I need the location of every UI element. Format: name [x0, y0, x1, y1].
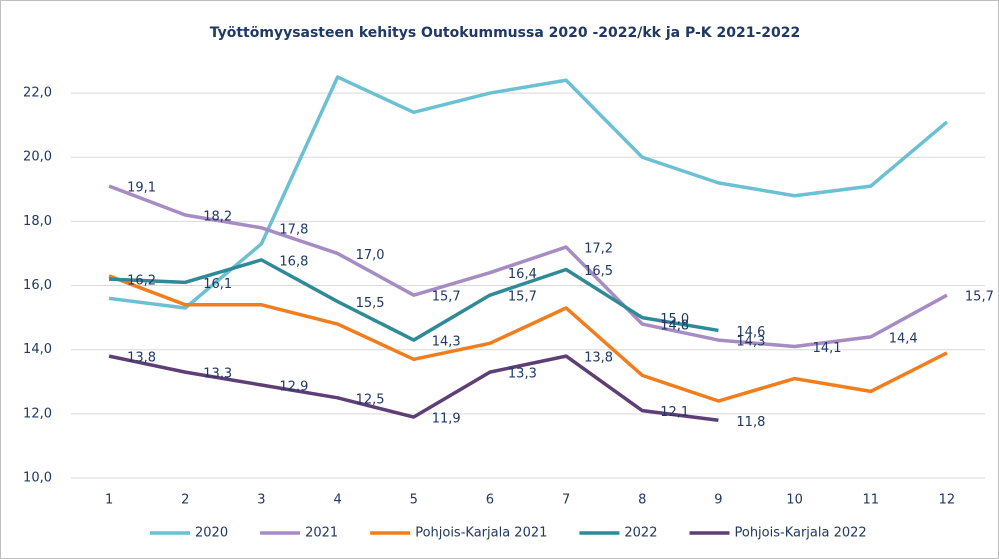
legend-label: 2021: [305, 526, 338, 541]
x-tick-label: 9: [714, 493, 722, 508]
x-tick-label: 6: [486, 493, 494, 508]
data-label: 17,8: [279, 222, 308, 237]
y-tick-label: 12,0: [23, 406, 52, 421]
data-label: 15,7: [508, 290, 537, 305]
legend-label: 2022: [624, 526, 657, 541]
data-label: 15,7: [965, 290, 994, 305]
data-label: 13,3: [508, 367, 537, 382]
data-label: 16,5: [584, 264, 613, 279]
x-tick-label: 5: [410, 493, 418, 508]
y-tick-label: 10,0: [23, 471, 52, 486]
data-label: 12,5: [356, 392, 385, 407]
series-line: [108, 274, 948, 403]
x-tick-label: 4: [333, 493, 341, 508]
data-label: 11,8: [736, 415, 765, 430]
chart-title: Työttömyysasteen kehitys Outokummussa 20…: [210, 25, 801, 41]
x-tick-label: 10: [786, 493, 803, 508]
data-label: 15,7: [432, 290, 461, 305]
data-label: 17,0: [356, 248, 385, 263]
data-label: 15,0: [660, 312, 689, 327]
y-tick-label: 14,0: [23, 342, 52, 357]
data-label: 16,1: [203, 277, 232, 292]
x-tick-label: 1: [105, 493, 113, 508]
data-label: 15,5: [356, 296, 385, 311]
data-label: 14,6: [736, 325, 765, 340]
data-label: 14,1: [813, 341, 842, 356]
data-label: 13,3: [203, 367, 232, 382]
data-label: 17,2: [584, 242, 613, 257]
series-line: [108, 184, 948, 349]
data-label: 14,3: [432, 335, 461, 350]
data-label: 13,8: [584, 351, 613, 366]
data-label: 16,4: [508, 267, 537, 282]
x-tick-label: 3: [257, 493, 265, 508]
data-label: 14,8: [660, 319, 689, 334]
y-tick-label: 22,0: [23, 86, 52, 101]
data-label: 14,4: [889, 331, 918, 346]
data-label: 18,2: [203, 209, 232, 224]
data-label: 13,8: [127, 351, 156, 366]
y-tick-label: 20,0: [23, 150, 52, 165]
y-tick-label: 16,0: [23, 278, 52, 293]
data-label: 12,1: [660, 405, 689, 420]
series-line: [108, 75, 949, 310]
x-tick-label: 11: [862, 493, 879, 508]
x-tick-label: 2: [181, 493, 189, 508]
data-label: 19,1: [127, 181, 156, 196]
data-label: 12,9: [279, 379, 308, 394]
y-tick-label: 18,0: [23, 214, 52, 229]
x-tick-label: 8: [638, 493, 646, 508]
legend-label: Pohjois-Karjala 2022: [734, 526, 866, 541]
data-label: 14,3: [736, 335, 765, 350]
data-label: 16,8: [279, 254, 308, 269]
x-tick-label: 7: [562, 493, 570, 508]
x-tick-label: 12: [939, 493, 956, 508]
series-line: [108, 354, 719, 422]
series-line: [109, 258, 719, 342]
legend-label: Pohjois-Karjala 2021: [415, 526, 547, 541]
data-label: 16,2: [127, 274, 156, 289]
data-label: 11,9: [432, 412, 461, 427]
legend-label: 2020: [195, 526, 228, 541]
